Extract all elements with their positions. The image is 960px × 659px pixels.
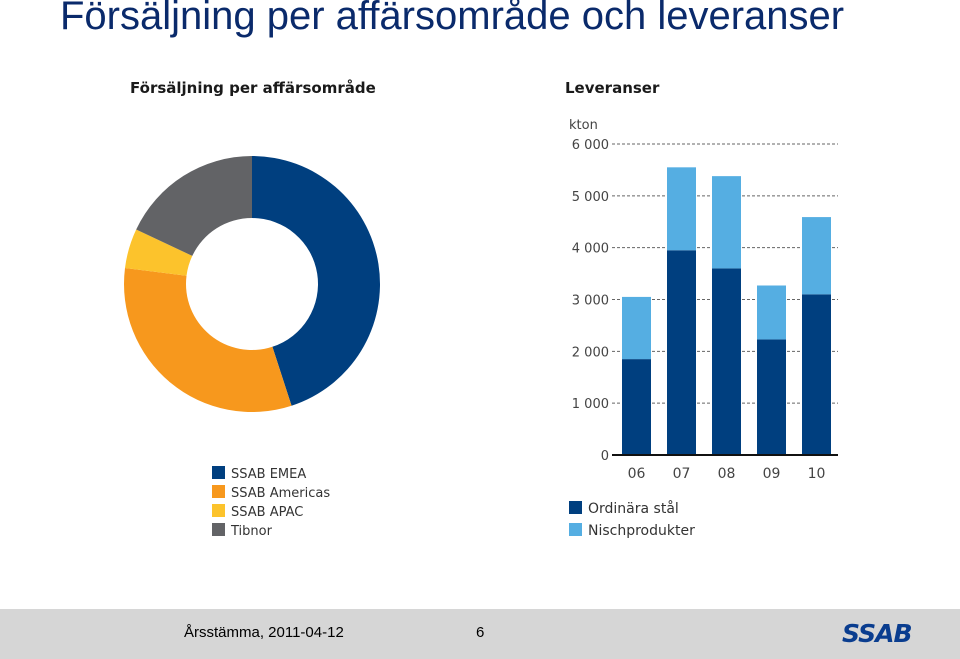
bar-06-0	[622, 359, 651, 455]
x-tick-label-1: 07	[673, 466, 691, 482]
bar-07-1	[667, 167, 696, 251]
bar-chart-title: Leveranser	[565, 79, 660, 97]
donut-legend-swatch-0	[212, 466, 225, 479]
y-tick-label-2: 2 000	[572, 345, 609, 360]
bar-legend-swatch-1	[569, 523, 582, 536]
donut-legend-swatch-2	[212, 504, 225, 517]
donut-legend-label-2: SSAB APAC	[231, 505, 303, 520]
charts-canvas: Försäljning per affärsområde SSAB EMEA SSA…	[123, 79, 838, 539]
donut-slice-0	[252, 156, 380, 406]
donut-legend-label-1: SSAB Americas	[231, 486, 330, 501]
bar-legend-swatch-0	[569, 501, 582, 514]
sales-donut-chart: Försäljning per affärsområde SSAB EMEA SSA…	[123, 79, 380, 539]
bar-09-0	[757, 339, 786, 455]
y-tick-label-5: 5 000	[572, 190, 609, 205]
bar-08-0	[712, 268, 741, 455]
x-tick-label-2: 08	[718, 466, 736, 482]
y-tick-label-4: 4 000	[572, 242, 609, 257]
bar-09-1	[757, 285, 786, 340]
y-tick-label-3: 3 000	[572, 294, 609, 309]
ssab-logo: SSAB	[842, 619, 913, 648]
deliveries-bar-chart: Leveranser kton 0 1 000 2 000 3 000 4 000 5 000…	[565, 79, 838, 539]
bar-10-0	[802, 294, 831, 455]
slide-title: Försäljning per affärsområde och leveran…	[60, 0, 845, 38]
x-tick-label-4: 10	[808, 466, 826, 482]
donut-legend-swatch-1	[212, 485, 225, 498]
bar-07-0	[667, 250, 696, 455]
y-tick-label-1: 1 000	[572, 397, 609, 412]
donut-legend-label-3: Tibnor	[230, 524, 273, 539]
y-tick-label-6: 6 000	[572, 138, 609, 153]
donut-legend-label-0: SSAB EMEA	[231, 467, 306, 482]
x-tick-label-3: 09	[763, 466, 781, 482]
donut-slice-3	[136, 156, 252, 256]
bar-legend-label-0: Ordinära stål	[588, 500, 679, 517]
bar-10-1	[802, 217, 831, 295]
footer: Årsstämma, 2011-04-12 6 SSAB	[0, 609, 960, 659]
donut-chart-title: Försäljning per affärsområde	[130, 79, 376, 97]
donut-slice-1	[123, 267, 292, 413]
y-axis-label: kton	[569, 118, 598, 133]
bar-08-1	[712, 176, 741, 269]
bar-legend-label-1: Nischprodukter	[588, 523, 695, 539]
x-tick-label-0: 06	[628, 466, 646, 482]
y-tick-label-0: 0	[601, 449, 609, 464]
donut-legend-swatch-3	[212, 523, 225, 536]
footer-text: Årsstämma, 2011-04-12	[184, 624, 344, 641]
donut-slice-2	[125, 229, 193, 276]
bar-06-1	[622, 296, 651, 360]
page-number: 6	[476, 624, 485, 641]
